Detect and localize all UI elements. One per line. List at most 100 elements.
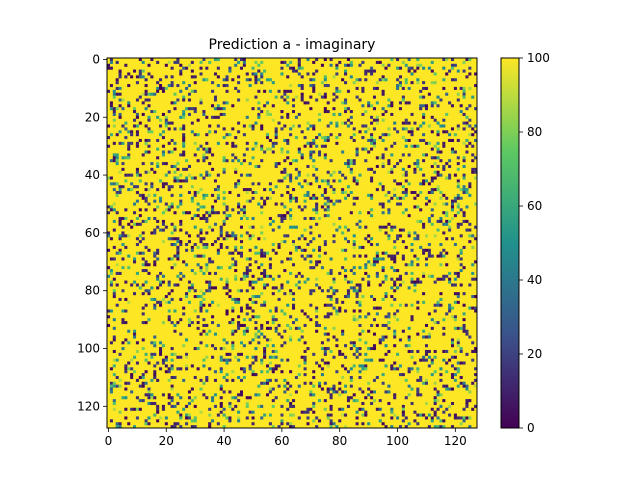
- heatmap-cell: [176, 84, 180, 88]
- heatmap-cell: [381, 162, 385, 166]
- heatmap-cell: [112, 202, 116, 206]
- heatmap-cell: [422, 182, 426, 186]
- heatmap-cell: [422, 251, 426, 255]
- heatmap-cell: [471, 381, 475, 385]
- heatmap-cell: [297, 364, 301, 368]
- heatmap-cell: [239, 390, 244, 394]
- heatmap-cell: [257, 341, 261, 345]
- heatmap-cell: [422, 159, 426, 163]
- heatmap-cell: [398, 182, 402, 186]
- heatmap-cell: [225, 309, 229, 313]
- heatmap-cell: [352, 271, 356, 275]
- heatmap-cell: [280, 72, 284, 76]
- heatmap-cell: [323, 92, 327, 96]
- heatmap-cell: [381, 266, 385, 270]
- heatmap-cell: [228, 289, 232, 293]
- heatmap-cell: [309, 393, 313, 397]
- heatmap-cell: [448, 176, 452, 180]
- heatmap-cell: [109, 237, 113, 241]
- heatmap-cell: [164, 225, 168, 229]
- heatmap-cell: [344, 176, 348, 180]
- heatmap-cell: [141, 162, 145, 166]
- heatmap-cell: [312, 196, 316, 200]
- heatmap-cell: [268, 216, 272, 221]
- heatmap-cell: [130, 130, 134, 134]
- heatmap-cell: [130, 219, 134, 223]
- heatmap-cell: [202, 329, 206, 333]
- heatmap-cell: [387, 190, 391, 195]
- heatmap-cell: [442, 66, 446, 70]
- heatmap-cell: [294, 115, 298, 119]
- heatmap-cell: [170, 404, 174, 408]
- heatmap-cell: [286, 234, 290, 238]
- heatmap-cell: [312, 393, 316, 397]
- heatmap-cell: [294, 196, 298, 200]
- heatmap-cell: [413, 144, 417, 148]
- heatmap-cell: [407, 384, 411, 388]
- heatmap-cell: [127, 341, 131, 345]
- heatmap-cell: [156, 60, 160, 64]
- y-tick-label: 0: [92, 52, 100, 66]
- heatmap-cell: [344, 413, 348, 417]
- heatmap-cell: [109, 84, 113, 88]
- heatmap-cell: [364, 110, 368, 114]
- heatmap-cell: [280, 358, 284, 362]
- heatmap-cell: [202, 245, 206, 249]
- heatmap-cell: [355, 95, 359, 99]
- heatmap-cell: [211, 115, 215, 119]
- heatmap-cell: [156, 219, 160, 223]
- heatmap-cell: [199, 254, 203, 258]
- heatmap-cell: [326, 295, 330, 299]
- heatmap-cell: [375, 257, 379, 261]
- heatmap-cell: [228, 266, 232, 270]
- heatmap-cell: [416, 306, 420, 310]
- heatmap-cell: [335, 86, 339, 90]
- heatmap-cell: [404, 170, 408, 174]
- heatmap-cell: [153, 341, 157, 345]
- heatmap-cell: [474, 378, 478, 382]
- heatmap-cell: [167, 185, 171, 189]
- heatmap-cell: [427, 251, 431, 255]
- heatmap-cell: [462, 245, 466, 249]
- heatmap-cell: [396, 66, 400, 70]
- heatmap-cell: [260, 72, 264, 76]
- heatmap-cell: [370, 295, 374, 299]
- heatmap-cell: [456, 167, 460, 171]
- heatmap-cell: [199, 188, 203, 192]
- heatmap-cell: [404, 396, 408, 400]
- heatmap-cell: [410, 303, 414, 307]
- heatmap-cell: [471, 358, 475, 362]
- heatmap-cell: [138, 179, 142, 183]
- heatmap-cell: [427, 92, 431, 96]
- heatmap-cell: [335, 89, 339, 93]
- heatmap-cell: [471, 144, 475, 148]
- heatmap-cell: [107, 124, 111, 128]
- heatmap-cell: [112, 277, 116, 281]
- heatmap-cell: [286, 112, 290, 116]
- heatmap-cell: [427, 349, 431, 353]
- heatmap-cell: [202, 292, 206, 296]
- heatmap-cell: [170, 231, 174, 235]
- heatmap-cell: [133, 425, 137, 429]
- heatmap-cell: [225, 416, 229, 420]
- heatmap-cell: [254, 72, 258, 76]
- heatmap-cell: [147, 104, 151, 108]
- heatmap-cell: [251, 107, 255, 111]
- heatmap-cell: [245, 188, 249, 192]
- heatmap-cell: [228, 133, 232, 137]
- heatmap-cell: [390, 112, 394, 116]
- heatmap-cell: [419, 104, 423, 108]
- heatmap-cell: [283, 138, 287, 142]
- heatmap-cell: [176, 176, 180, 180]
- heatmap-cell: [410, 243, 414, 247]
- heatmap-cell: [173, 164, 177, 168]
- heatmap-cell: [294, 245, 298, 249]
- heatmap-cell: [280, 127, 284, 131]
- heatmap-cell: [424, 263, 429, 267]
- heatmap-cell: [358, 130, 362, 134]
- heatmap-cell: [326, 179, 330, 183]
- heatmap-cell: [109, 367, 113, 371]
- heatmap-cell: [465, 384, 469, 388]
- heatmap-cell: [193, 254, 197, 258]
- heatmap-cell: [292, 110, 296, 114]
